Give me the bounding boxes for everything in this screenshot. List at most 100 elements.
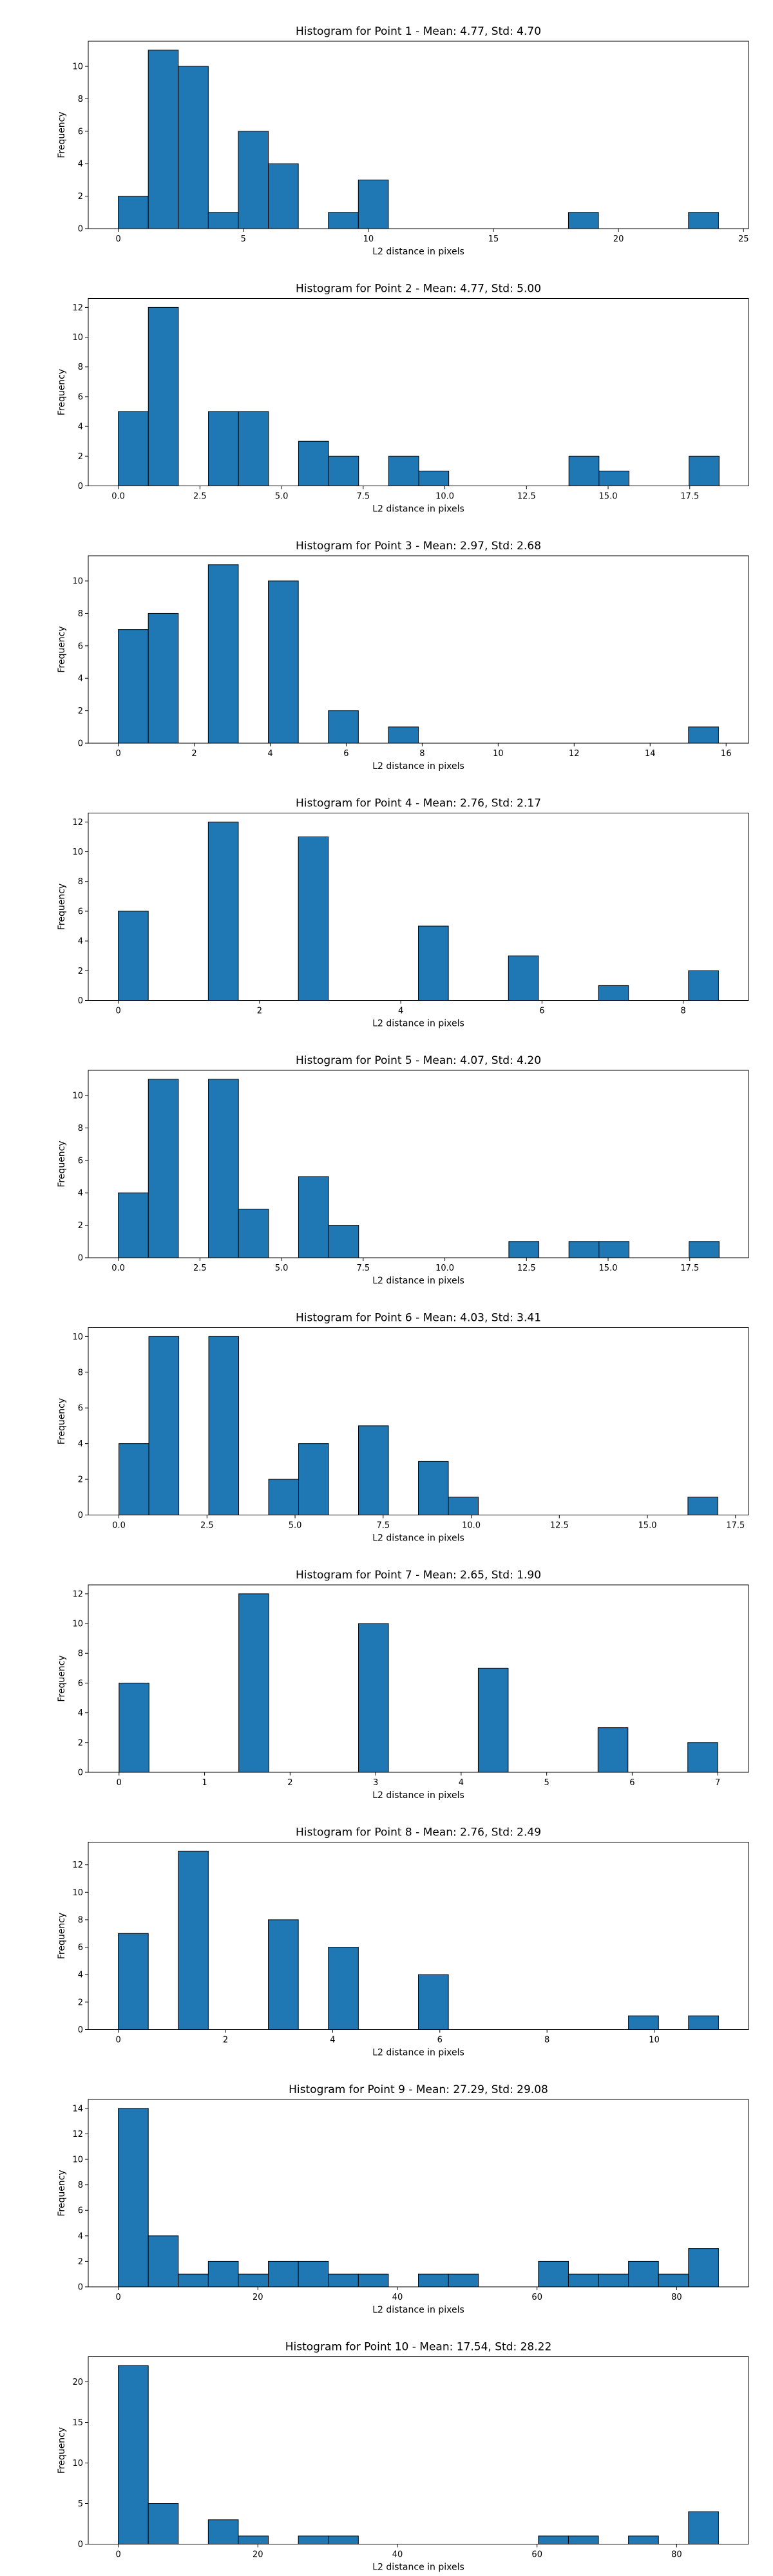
y-axis-label: Frequency (57, 1398, 67, 1444)
y-tick-label: 6 (78, 1679, 83, 1689)
axes-frame (88, 1327, 749, 1515)
histogram-bar (268, 163, 299, 229)
x-tick-label: 2.5 (193, 492, 207, 502)
x-tick-label: 10.0 (462, 1521, 481, 1531)
histogram-bar (538, 2260, 569, 2287)
x-tick-label: 17.5 (726, 1521, 745, 1531)
histogram-bar (238, 2535, 269, 2544)
y-tick-label: 10 (72, 1092, 83, 1101)
y-axis-label: Frequency (57, 1913, 67, 1959)
x-tick-label: 20 (253, 2550, 263, 2560)
y-tick-label: 6 (78, 2206, 83, 2216)
axes-frame (88, 41, 749, 229)
histogram-bar (448, 1497, 479, 1516)
histogram-panel-4: Histogram for Point 4 - Mean: 2.76, Std:… (57, 797, 749, 1029)
y-tick-label: 6 (78, 1943, 83, 1953)
x-tick-label: 12.5 (517, 1264, 536, 1273)
y-tick-label: 10 (72, 333, 83, 343)
histogram-bar (178, 1850, 209, 2031)
y-tick-label: 2 (78, 1998, 83, 2007)
x-tick-label: 8 (544, 2036, 549, 2045)
y-tick-label: 10 (72, 2459, 83, 2468)
histogram-bar (448, 2273, 479, 2287)
bar-group (118, 307, 720, 487)
x-tick-label: 20 (253, 2293, 263, 2302)
chart-title: Histogram for Point 5 - Mean: 4.07, Std:… (296, 1054, 541, 1067)
histogram-bar (298, 1443, 329, 1515)
y-tick-label: 10 (72, 62, 83, 72)
x-tick-label: 7.5 (376, 1521, 390, 1531)
histogram-bar (598, 1241, 629, 1258)
x-tick-label: 12 (569, 749, 580, 759)
y-tick-label: 12 (72, 2130, 83, 2139)
histogram-bar (148, 2503, 179, 2545)
x-tick-label: 0 (117, 1778, 122, 1788)
y-tick-label: 5 (78, 2499, 83, 2509)
histogram-panel-3: Histogram for Point 3 - Mean: 2.97, Std:… (57, 540, 749, 772)
x-axis-label: L2 distance in pixels (372, 1276, 464, 1286)
x-tick-label: 40 (392, 2293, 403, 2302)
histogram-bar (118, 1192, 149, 1258)
x-tick-label: 5.0 (289, 1521, 302, 1531)
y-tick-label: 0 (78, 482, 83, 491)
histogram-bar (328, 710, 359, 744)
histogram-bar (208, 1336, 240, 1516)
x-tick-label: 5 (544, 1778, 549, 1788)
bar-group (118, 821, 719, 1001)
y-tick-label: 6 (78, 1404, 83, 1414)
histogram-bar (358, 1425, 389, 1515)
histogram-bar (148, 1336, 180, 1516)
x-tick-label: 7.5 (356, 492, 370, 502)
y-tick-label: 2 (78, 192, 83, 202)
histogram-bar (268, 1919, 299, 2030)
histogram-bar (118, 411, 149, 487)
histogram-bar (688, 212, 719, 229)
y-axis-label: Frequency (57, 884, 67, 930)
histogram-bar (688, 2015, 719, 2030)
histogram-bar (298, 440, 329, 487)
histogram-bar (568, 455, 600, 486)
histogram-bar (118, 2365, 149, 2545)
x-axis-label: L2 distance in pixels (372, 1533, 464, 1544)
bar-group (119, 1336, 718, 1516)
y-tick-label: 0 (78, 1511, 83, 1520)
axes-frame (88, 2356, 749, 2544)
histogram-bar (568, 2273, 599, 2287)
histogram-bar (148, 2235, 179, 2287)
histogram-bar (568, 1241, 600, 1258)
x-tick-label: 10 (493, 749, 504, 759)
y-tick-label: 12 (72, 303, 83, 313)
y-axis-label: Frequency (57, 626, 67, 672)
histogram-bar (238, 131, 269, 229)
y-tick-label: 2 (78, 1221, 83, 1231)
x-tick-label: 4 (398, 1007, 403, 1016)
chart-title: Histogram for Point 2 - Mean: 4.77, Std:… (296, 283, 541, 296)
y-tick-label: 10 (72, 1620, 83, 1629)
histogram-bar (328, 212, 359, 229)
histogram-bar (328, 2273, 359, 2287)
x-tick-label: 16 (721, 749, 732, 759)
histogram-bar (508, 1241, 540, 1258)
y-tick-label: 10 (72, 2155, 83, 2165)
histogram-bar (268, 2260, 299, 2287)
y-tick-label: 0 (78, 2540, 83, 2550)
histogram-bar (238, 1593, 269, 1773)
chart-title: Histogram for Point 9 - Mean: 27.29, Std… (289, 2083, 548, 2096)
y-tick-label: 8 (78, 1124, 83, 1133)
axes-frame (88, 813, 749, 1001)
histogram-bar (118, 629, 149, 744)
histogram-bar (658, 2273, 689, 2287)
y-tick-label: 0 (78, 2283, 83, 2293)
y-tick-label: 8 (78, 363, 83, 372)
x-tick-label: 7 (715, 1778, 720, 1788)
x-tick-label: 0 (115, 234, 120, 244)
x-tick-label: 4 (267, 749, 272, 759)
x-tick-label: 15.0 (599, 1264, 618, 1273)
histogram-bar (268, 580, 299, 744)
histogram-panel-6: Histogram for Point 6 - Mean: 4.03, Std:… (57, 1312, 749, 1544)
histogram-bar (688, 726, 719, 744)
y-tick-label: 14 (72, 2104, 83, 2114)
histogram-bar (298, 2535, 329, 2544)
histogram-bar (688, 2511, 719, 2545)
x-tick-label: 5.0 (275, 1264, 289, 1273)
